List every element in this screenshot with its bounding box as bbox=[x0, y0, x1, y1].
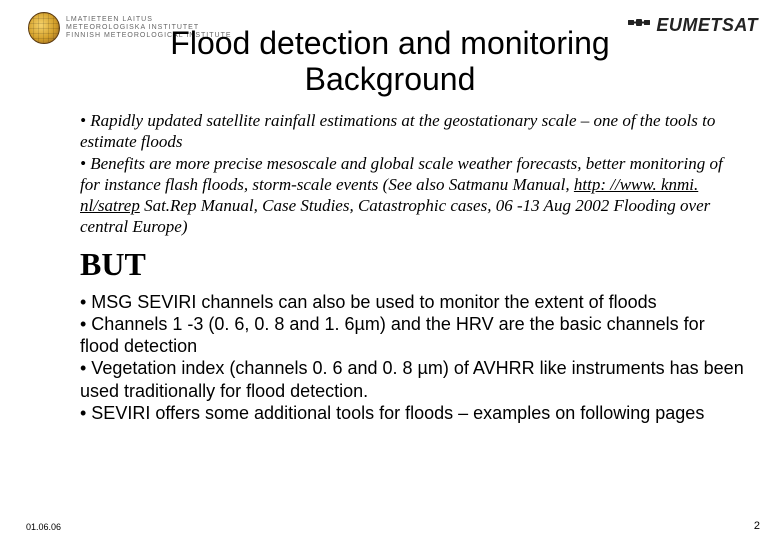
slide-title: Flood detection and monitoring Backgroun… bbox=[0, 26, 780, 98]
content-area: • Rapidly updated satellite rainfall est… bbox=[80, 110, 744, 424]
body-bullet-4: • SEVIRI offers some additional tools fo… bbox=[80, 402, 744, 424]
intro-bullet-1: • Rapidly updated satellite rainfall est… bbox=[80, 110, 744, 153]
title-line2: Background bbox=[0, 62, 780, 98]
title-line1: Flood detection and monitoring bbox=[0, 26, 780, 62]
page-number: 2 bbox=[754, 520, 760, 532]
but-heading: BUT bbox=[80, 246, 744, 283]
body-bullet-3: • Vegetation index (channels 0. 6 and 0.… bbox=[80, 357, 744, 402]
footer-date: 01.06.06 bbox=[26, 522, 61, 532]
slide: LMATIETEEN LAITUS METEOROLOGISKA INSTITU… bbox=[0, 0, 780, 540]
intro-bullet-2: • Benefits are more precise mesoscale an… bbox=[80, 153, 744, 238]
body-bullet-2: • Channels 1 -3 (0. 6, 0. 8 and 1. 6µm) … bbox=[80, 313, 744, 358]
intro-block: • Rapidly updated satellite rainfall est… bbox=[80, 110, 744, 238]
institute-line1: LMATIETEEN LAITUS bbox=[66, 16, 232, 24]
intro-bullet-2-post: Sat.Rep Manual, Case Studies, Catastroph… bbox=[80, 196, 710, 236]
body-block: • MSG SEVIRI channels can also be used t… bbox=[80, 291, 744, 425]
body-bullet-1: • MSG SEVIRI channels can also be used t… bbox=[80, 291, 744, 313]
